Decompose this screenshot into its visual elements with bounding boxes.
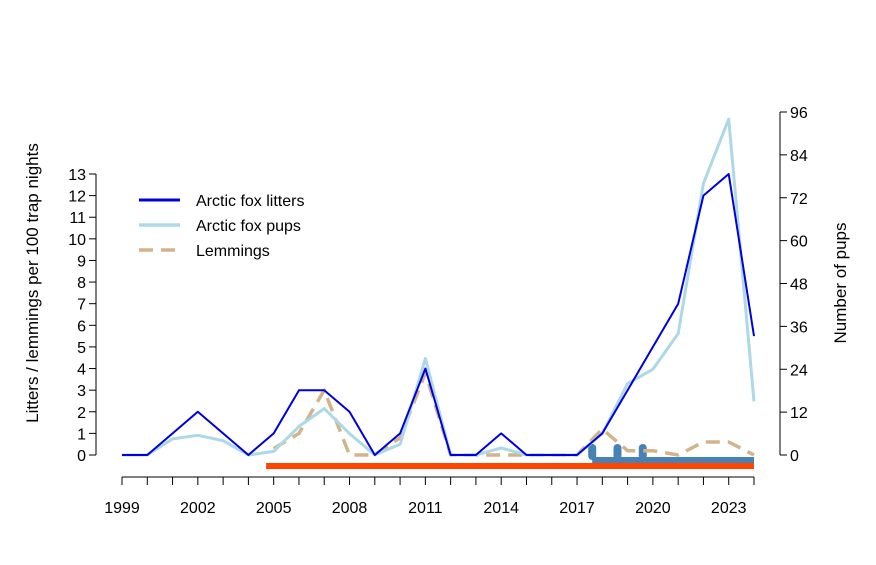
legend-label-litters: Arctic fox litters xyxy=(196,193,304,210)
left-tick-label: 4 xyxy=(77,362,86,379)
x-tick-label: 2005 xyxy=(256,500,292,517)
x-tick-label: 2014 xyxy=(483,500,519,517)
x-tick-label: 2008 xyxy=(332,500,368,517)
series-line-lemmings xyxy=(272,371,755,457)
left-tick-label: 5 xyxy=(77,340,86,357)
left-tick-label: 8 xyxy=(77,275,86,292)
right-y-axis: 0 12 24 36 48 60 72 84 96 xyxy=(779,105,808,465)
x-tick-label: 2017 xyxy=(559,500,595,517)
left-tick-label: 1 xyxy=(77,426,86,443)
event-marker xyxy=(638,444,647,460)
x-tick-label: 2020 xyxy=(635,500,671,517)
x-tick-label: 2011 xyxy=(408,500,443,517)
right-axis-title: Number of pups xyxy=(831,223,850,344)
left-tick-label: 11 xyxy=(69,210,86,227)
left-tick-label: 2 xyxy=(77,405,86,422)
left-tick-label: 6 xyxy=(77,318,86,335)
event-marker xyxy=(613,444,622,460)
legend: Arctic fox litters Arctic fox pups Lemmi… xyxy=(139,193,304,260)
right-tick-label: 84 xyxy=(790,148,808,165)
left-tick-label: 9 xyxy=(77,253,86,270)
monitoring-bars xyxy=(266,444,754,469)
left-tick-label: 3 xyxy=(77,383,86,400)
right-tick-label: 60 xyxy=(790,234,808,251)
legend-label-lemmings: Lemmings xyxy=(196,243,270,260)
x-axis: 1999 2002 2005 2008 2011 2014 2017 2020 2023 xyxy=(104,476,755,517)
legend-label-pups: Arctic fox pups xyxy=(196,218,301,235)
right-tick-label: 48 xyxy=(790,277,808,294)
left-tick-label: 7 xyxy=(77,297,86,314)
monitoring-bar-blue xyxy=(592,457,754,463)
x-tick-label: 2023 xyxy=(711,500,747,517)
x-tick-label: 2002 xyxy=(180,500,216,517)
right-tick-label: 0 xyxy=(790,448,799,465)
right-tick-label: 36 xyxy=(790,319,808,336)
right-tick-label: 24 xyxy=(790,362,808,379)
right-tick-label: 96 xyxy=(790,105,808,122)
left-tick-label: 10 xyxy=(68,232,86,249)
series-line-arctic-fox-litters xyxy=(122,173,755,456)
right-tick-label: 12 xyxy=(790,405,808,422)
left-tick-label: 13 xyxy=(68,167,86,184)
right-tick-label: 72 xyxy=(790,191,808,208)
left-tick-label: 12 xyxy=(68,189,86,206)
series-line-arctic-fox-pups xyxy=(122,117,756,457)
left-tick-label: 0 xyxy=(77,448,86,465)
event-marker xyxy=(588,444,597,460)
x-tick-label: 1999 xyxy=(104,500,140,517)
series-lines xyxy=(122,117,756,457)
left-axis-title: Litters / lemmings per 100 trap nights xyxy=(23,143,42,423)
